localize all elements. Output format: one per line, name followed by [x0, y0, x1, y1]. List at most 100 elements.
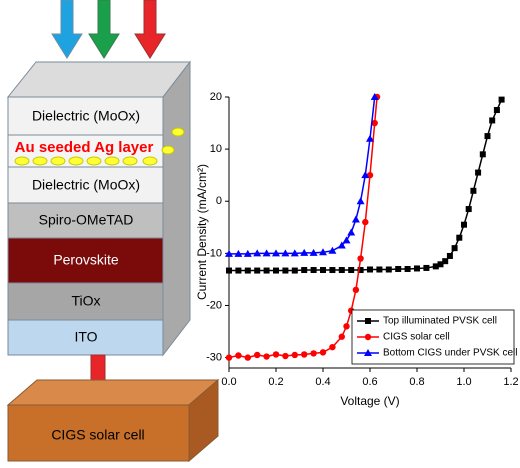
- data-point: [225, 354, 233, 361]
- data-point: [351, 215, 360, 223]
- data-point: [291, 351, 298, 359]
- data-point: [310, 350, 317, 357]
- data-point: [404, 265, 411, 272]
- data-point: [367, 266, 373, 273]
- data-point: [226, 267, 232, 274]
- data-point: [301, 351, 308, 358]
- layer-label: Spiro-OMeTAD: [39, 212, 134, 228]
- data-point: [357, 255, 364, 262]
- y-tick-label: -10: [206, 247, 222, 259]
- data-point: [356, 197, 365, 205]
- y-tick-label: 20: [210, 91, 222, 103]
- au-particles: [14, 127, 185, 166]
- data-point: [370, 93, 379, 100]
- legend-marker: [364, 349, 372, 356]
- data-point: [225, 249, 233, 257]
- data-point: [319, 248, 327, 256]
- data-point: [376, 266, 383, 273]
- x-axis-label: Voltage (V): [340, 394, 399, 408]
- data-point: [357, 267, 364, 274]
- data-point: [263, 353, 270, 360]
- data-point: [446, 252, 453, 259]
- data-point: [309, 248, 318, 256]
- data-point: [272, 249, 280, 257]
- data-point: [282, 352, 289, 360]
- y-tick-label: -30: [206, 351, 222, 363]
- data-point: [234, 249, 243, 257]
- layer-label: TiOx: [71, 293, 100, 309]
- layer-label: Perovskite: [53, 252, 119, 268]
- data-point: [362, 218, 369, 226]
- data-point: [300, 248, 309, 256]
- data-point: [437, 261, 444, 268]
- data-point: [385, 266, 392, 273]
- layer-label: Dielectric (MoOx): [32, 108, 140, 124]
- data-point: [301, 267, 308, 274]
- layer-label: Dielectric (MoOx): [32, 177, 140, 193]
- data-point: [272, 351, 280, 358]
- cigs-block: [6, 378, 220, 463]
- x-tick-label: 0.2: [268, 376, 283, 388]
- data-point: [347, 228, 356, 236]
- data-point: [310, 267, 317, 274]
- legend-label: CIGS solar cell: [383, 332, 450, 343]
- data-point: [282, 267, 289, 274]
- data-point: [273, 267, 279, 274]
- data-point: [342, 236, 351, 244]
- data-point: [423, 264, 430, 271]
- y-tick-label: 0: [216, 195, 222, 207]
- data-point: [329, 343, 336, 351]
- data-point: [465, 206, 472, 213]
- chart: 0.0 0.2 0.4 0.6 0.8 1.0 1.2 -30 -20 -10 0 10 20 Top i…: [206, 91, 519, 388]
- data-point: [442, 258, 449, 265]
- data-point: [319, 349, 327, 356]
- data-point: [290, 249, 299, 257]
- data-point: [338, 333, 345, 340]
- data-point: [493, 107, 500, 114]
- y-axis-label: Current Density (mA/cm²): [195, 164, 209, 300]
- data-point: [329, 267, 336, 274]
- data-point: [328, 246, 337, 254]
- data-point: [414, 265, 420, 272]
- data-point: [348, 267, 355, 274]
- data-point: [498, 96, 505, 103]
- data-point: [489, 117, 496, 124]
- data-point: [244, 354, 251, 361]
- data-point: [371, 119, 378, 127]
- x-tick-label: 0.0: [221, 376, 236, 388]
- data-point: [254, 351, 261, 359]
- x-tick-label: 0.6: [362, 376, 377, 388]
- layer-label: ITO: [74, 329, 97, 345]
- data-point: [361, 171, 370, 179]
- data-point: [262, 249, 271, 257]
- legend-label: Bottom CIGS under PVSK cell: [383, 348, 518, 359]
- x-tick-label: 1.2: [503, 376, 518, 388]
- data-point: [235, 267, 242, 274]
- series-line: [229, 96, 376, 255]
- legend-label: Top illuminated PVSK cell: [383, 316, 497, 327]
- data-point: [320, 267, 326, 274]
- data-point: [366, 134, 374, 142]
- legend-marker: [365, 318, 371, 324]
- data-point: [470, 187, 477, 194]
- data-point: [352, 286, 360, 294]
- data-point: [291, 267, 298, 274]
- data-point: [484, 133, 491, 140]
- data-point: [451, 245, 458, 252]
- layer-stack: [6, 60, 192, 357]
- data-point: [337, 241, 346, 249]
- legend-marker: [364, 333, 372, 341]
- data-point: [254, 267, 261, 274]
- x-tick-label: 0.4: [315, 376, 330, 388]
- data-point: [432, 263, 439, 270]
- data-point: [479, 151, 486, 158]
- data-point: [461, 221, 467, 228]
- data-point: [235, 352, 242, 359]
- data-point: [475, 169, 482, 176]
- data-point: [244, 267, 251, 274]
- data-point: [395, 265, 402, 272]
- x-tick-label: 1.0: [456, 376, 471, 388]
- layer-label: Au seeded Ag layer: [15, 139, 154, 156]
- data-point: [343, 323, 350, 330]
